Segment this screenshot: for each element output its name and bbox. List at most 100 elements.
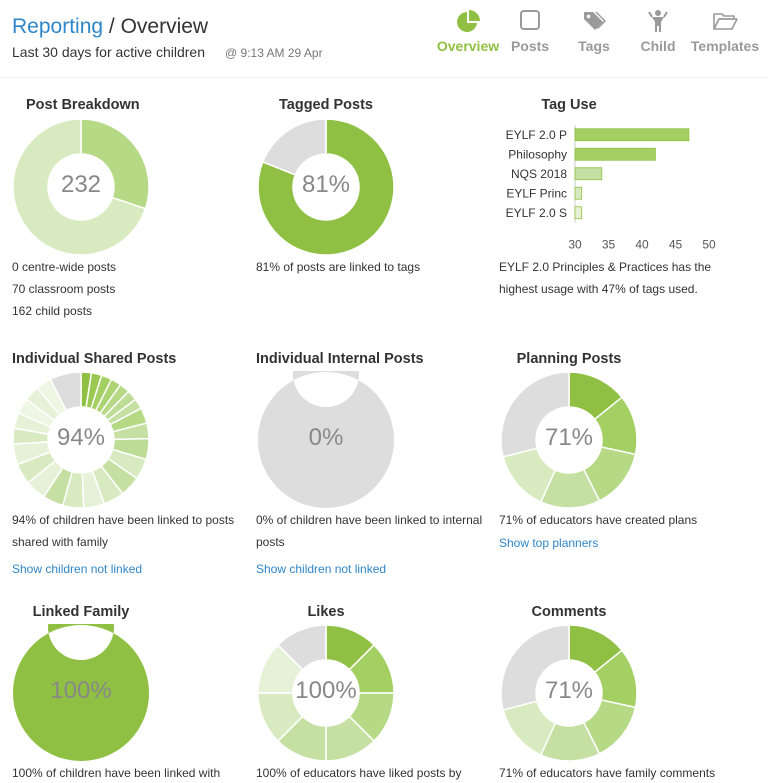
post-breakdown-line: 162 child posts <box>12 304 93 318</box>
report-header: Reporting / Overview Last 30 days for ac… <box>0 0 768 78</box>
individual-internal-posts-line: 0% of children have been linked to inter… <box>256 513 483 527</box>
tab-child-label: Child <box>640 38 676 54</box>
tag-use-category-label: Philosophy <box>508 147 567 161</box>
planning-posts-percent: 71% <box>544 424 594 451</box>
linked-family-line: 100% of children have been linked with <box>12 766 221 780</box>
post-breakdown-donut <box>12 118 150 256</box>
post-breakdown-title: Post Breakdown <box>26 97 140 113</box>
breadcrumb-separator: / <box>103 15 121 38</box>
linked-family-percent: 100% <box>50 677 112 704</box>
individual-shared-posts-description: 94% of children have been linked to post… <box>12 509 234 553</box>
individual-internal-posts-title: Individual Internal Posts <box>256 351 424 367</box>
tag-use-bar <box>574 167 603 181</box>
individual-shared-posts-percent: 94% <box>56 424 106 451</box>
individual-internal-posts-percent: 0% <box>308 424 344 451</box>
tag-use-bar <box>574 147 656 161</box>
likes-card: Likes 100% 100% of educators have liked … <box>256 604 501 783</box>
comments-percent: 71% <box>544 677 594 704</box>
tag-use-bar <box>574 186 583 200</box>
individual-shared-posts-donut <box>12 371 150 509</box>
tagged-posts-title: Tagged Posts <box>279 97 373 113</box>
likes-title: Likes <box>307 604 345 620</box>
planning-posts-description: 71% of educators have created plans <box>499 509 697 531</box>
show-children-not-linked-internal-link[interactable]: Show children not linked <box>256 562 387 576</box>
post-breakdown-card: Post Breakdown 232 0 centre-wide posts 7… <box>12 97 257 327</box>
individual-shared-segment-25 <box>49 371 82 412</box>
date-range-subtitle: Last 30 days for active children <box>12 44 205 60</box>
report-timestamp: @ 9:13 AM 29 Apr <box>225 46 323 60</box>
post-breakdown-segment-1 <box>80 118 150 210</box>
show-top-planners-link[interactable]: Show top planners <box>499 536 599 550</box>
tag-use-line: highest usage with 47% of tags used. <box>499 282 698 296</box>
linked-family-segment-1 <box>13 624 149 761</box>
individual-shared-posts-line: 94% of children have been linked to post… <box>12 513 235 527</box>
linked-family-description: 100% of children have been linked with <box>12 762 220 783</box>
tag-use-card: Tag Use EYLF 2.0 P Philosophy NQS 2018 EYLF… <box>499 97 759 327</box>
tag-use-x-tick-label: 35 <box>602 238 616 252</box>
comments-donut <box>500 624 638 762</box>
tag-use-bar <box>574 128 690 142</box>
tag-use-line: EYLF 2.0 Principles & Practices has the <box>499 260 712 274</box>
tab-tags-label: Tags <box>578 38 610 54</box>
tab-tags[interactable]: Tags <box>570 8 618 66</box>
tab-templates-label: Templates <box>690 38 760 54</box>
planning-posts-donut <box>500 371 638 509</box>
likes-line: 100% of educators have liked posts by <box>256 766 462 780</box>
tagged-posts-donut <box>257 118 395 256</box>
individual-internal-segment-1 <box>258 371 394 508</box>
comments-title: Comments <box>531 604 607 620</box>
tagged-posts-segment-2 <box>261 118 327 176</box>
tagged-posts-card: Tagged Posts 81% 81% of posts are linked… <box>256 97 501 327</box>
tags-icon <box>584 12 606 30</box>
linked-family-donut <box>13 624 149 761</box>
tagged-posts-line: 81% of posts are linked to tags <box>256 260 421 274</box>
tab-templates[interactable]: Templates <box>688 8 762 66</box>
tab-posts-label: Posts <box>510 38 550 54</box>
comments-description: 71% of educators have family comments <box>499 762 715 783</box>
post-breakdown-total: 232 <box>60 171 102 198</box>
linked-family-title: Linked Family <box>32 604 130 620</box>
breadcrumb-reporting-link[interactable]: Reporting <box>12 15 104 38</box>
linked-family-card: Linked Family 100% 100% of children have… <box>12 604 257 783</box>
comments-line: 71% of educators have family comments <box>499 766 716 780</box>
show-children-not-linked-shared-link[interactable]: Show children not linked <box>12 562 143 576</box>
pie-chart-icon <box>457 10 480 32</box>
post-breakdown-segment-2 <box>12 118 147 256</box>
likes-segment-8 <box>276 624 327 671</box>
tag-use-title: Tag Use <box>541 97 597 113</box>
tab-overview-label: Overview <box>436 38 500 54</box>
likes-description: 100% of educators have liked posts by <box>256 762 461 783</box>
breadcrumb-current: Overview <box>120 15 209 38</box>
tag-use-category-label: EYLF Princ <box>506 186 567 200</box>
tag-use-x-tick-label: 30 <box>568 238 582 252</box>
tab-child[interactable]: Child <box>636 8 680 66</box>
likes-donut <box>257 624 395 762</box>
tag-use-chart: EYLF 2.0 P Philosophy NQS 2018 EYLF Princ EY… <box>506 125 716 252</box>
planning-posts-line: 71% of educators have created plans <box>499 513 698 527</box>
likes-percent: 100% <box>295 677 357 704</box>
tag-use-x-tick-label: 50 <box>702 238 716 252</box>
child-figure-icon <box>648 10 668 32</box>
planning-posts-title: Planning Posts <box>516 351 622 367</box>
tag-use-category-label: EYLF 2.0 P <box>506 128 567 142</box>
individual-shared-posts-card: Individual Shared Posts 94% 94% of child… <box>12 351 257 581</box>
individual-shared-posts-title: Individual Shared Posts <box>12 351 177 367</box>
post-square-icon <box>520 10 540 30</box>
folder-icon <box>713 13 738 30</box>
breadcrumb: Reporting / Overview <box>12 15 208 39</box>
tag-use-x-tick-label: 40 <box>635 238 649 252</box>
post-breakdown-line: 70 classroom posts <box>12 282 116 296</box>
individual-internal-posts-description: 0% of children have been linked to inter… <box>256 509 482 553</box>
tag-use-description: EYLF 2.0 Principles & Practices has the … <box>499 256 711 300</box>
tagged-posts-description: 81% of posts are linked to tags <box>256 256 420 278</box>
tag-use-category-label: NQS 2018 <box>511 167 567 181</box>
comments-segment-6 <box>500 624 570 711</box>
individual-internal-posts-line: posts <box>256 535 285 549</box>
tag-use-x-tick-label: 45 <box>669 238 683 252</box>
individual-internal-posts-card: Individual Internal Posts 0% 0% of child… <box>256 351 501 581</box>
tag-use-bar <box>574 206 583 220</box>
planning-posts-segment-6 <box>500 371 570 458</box>
tab-overview[interactable]: Overview <box>436 8 500 66</box>
tagged-posts-percent: 81% <box>301 171 351 198</box>
tab-posts[interactable]: Posts <box>506 8 554 66</box>
